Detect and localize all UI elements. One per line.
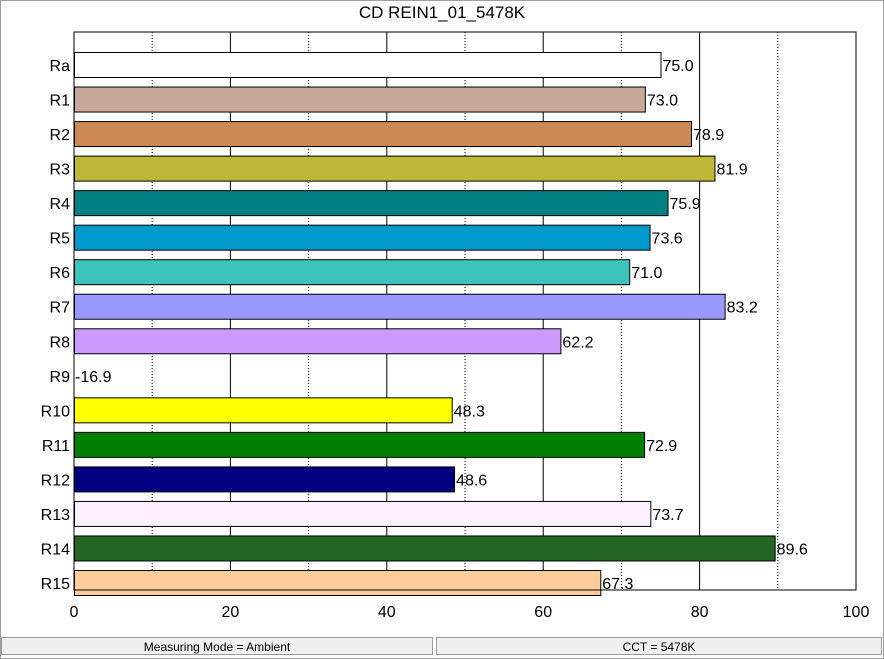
value-label: 71.0 <box>631 265 662 282</box>
bar <box>74 86 646 113</box>
x-tick-label: 100 <box>843 604 870 621</box>
category-label: R3 <box>50 162 71 179</box>
category-label: R8 <box>50 334 71 351</box>
bar-chart: Ra 75.0 R1 73.0 R2 78.9 R3 81.9 R4 75.9 R5 73.6 R6 71… <box>41 31 870 621</box>
bar <box>74 259 631 286</box>
value-label: 73.7 <box>652 507 683 524</box>
category-label: R5 <box>50 231 71 248</box>
bar <box>74 52 662 78</box>
measuring-mode-status: Measuring Mode = Ambient <box>1 637 433 655</box>
x-tick-label: 80 <box>691 604 709 621</box>
chart-title: CD REIN1_01_5478K <box>358 3 526 22</box>
category-label: R2 <box>50 127 71 144</box>
value-label: 48.6 <box>456 472 487 489</box>
bar <box>74 466 456 493</box>
value-label: 48.3 <box>454 403 485 420</box>
category-label: R15 <box>41 576 70 593</box>
value-label: 83.2 <box>727 300 758 317</box>
category-label: R11 <box>42 438 70 455</box>
x-tick-label: 0 <box>70 604 79 621</box>
bar <box>74 431 646 458</box>
category-label: Ra <box>50 58 71 75</box>
cct-status: CCT = 5478K <box>436 637 882 655</box>
value-label: 81.9 <box>716 162 747 179</box>
bar <box>74 570 602 596</box>
x-tick-label: 40 <box>378 604 396 621</box>
value-label: 67.3 <box>602 576 633 593</box>
category-label: R4 <box>50 196 71 213</box>
bar <box>74 293 726 320</box>
value-label: -16.9 <box>75 369 112 386</box>
category-label: R6 <box>50 265 71 282</box>
value-label: 73.0 <box>647 93 678 110</box>
value-label: 75.9 <box>670 196 701 213</box>
bar <box>74 155 716 182</box>
category-label: R10 <box>41 403 70 420</box>
bar <box>74 397 453 424</box>
category-label: R14 <box>41 541 70 558</box>
status-bar: Measuring Mode = Ambient CCT = 5478K <box>0 636 884 659</box>
bar <box>74 535 776 562</box>
bar <box>74 121 692 148</box>
x-tick-label: 20 <box>222 604 240 621</box>
value-label: 72.9 <box>646 438 677 455</box>
value-label: 89.6 <box>777 541 808 558</box>
bar <box>74 224 651 251</box>
bar <box>74 328 562 355</box>
value-label: 78.9 <box>693 127 724 144</box>
value-label: 73.6 <box>652 231 683 248</box>
bar <box>74 190 669 217</box>
category-label: R12 <box>41 472 70 489</box>
value-label: 75.0 <box>663 58 694 75</box>
category-label: R1 <box>50 93 71 110</box>
x-tick-label: 60 <box>534 604 552 621</box>
category-label: R13 <box>41 507 70 524</box>
bar <box>74 500 652 527</box>
value-label: 62.2 <box>562 334 593 351</box>
category-label: R7 <box>50 300 71 317</box>
category-label: R9 <box>50 369 71 386</box>
plot-border <box>73 31 857 591</box>
